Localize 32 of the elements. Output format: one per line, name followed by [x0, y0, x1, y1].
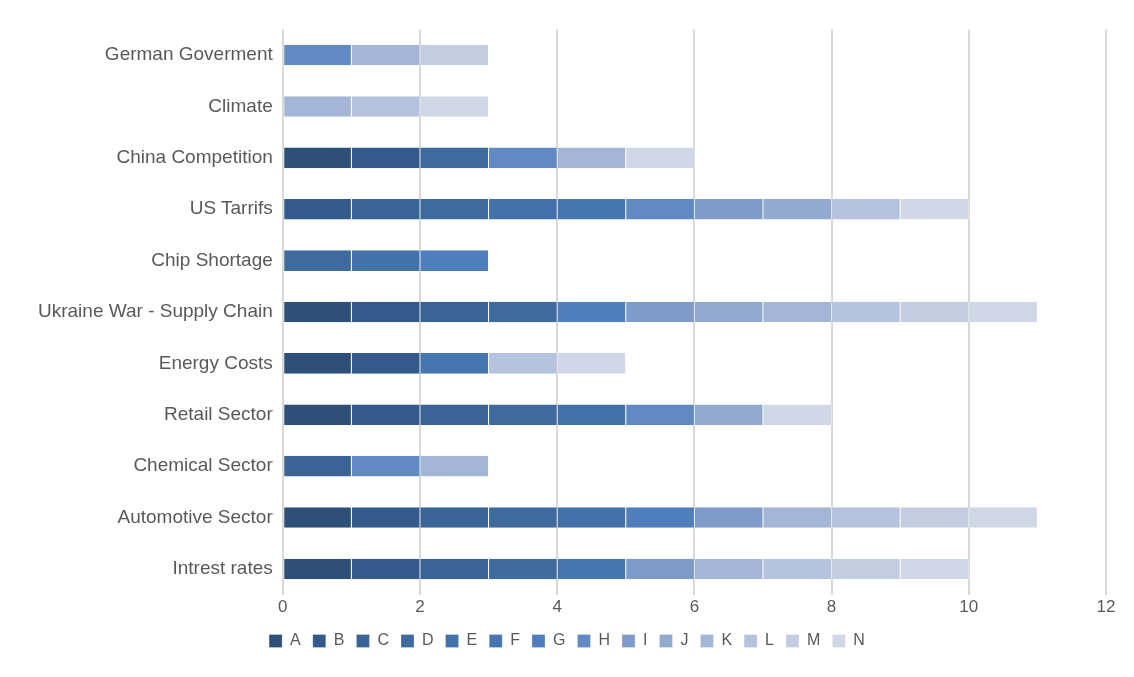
legend-label: H [598, 631, 611, 649]
x-tick-label: 10 [959, 597, 979, 617]
y-tick-label: US Tarrifs [189, 197, 273, 219]
y-tick-label: Retail Sector [163, 403, 274, 424]
y-tick-label: Ukraine War - Supply Chain [37, 300, 273, 322]
legend-label: L [765, 631, 775, 649]
x-tick-label: 0 [278, 597, 288, 617]
y-tick-label: Chemical Sector [133, 454, 274, 476]
y-tick-label: Intrest rates [172, 557, 273, 579]
legend-label: K [721, 631, 733, 649]
x-tick-label: 4 [552, 597, 562, 617]
x-tick-label: 2 [415, 597, 425, 617]
x-tick-label: 8 [826, 597, 837, 617]
legend-label: C [377, 631, 390, 649]
y-tick-label: Energy Costs [158, 351, 273, 373]
x-tick-label: 12 [1096, 597, 1116, 617]
y-tick-label: China Competition [116, 146, 273, 168]
legend-label: G [553, 631, 566, 649]
legend-label: A [290, 631, 302, 649]
y-tick-label: German Goverment [104, 43, 274, 65]
legend-label: E [466, 631, 478, 649]
y-tick-label: Climate [208, 94, 273, 116]
legend-label: M [807, 631, 821, 649]
y-tick-label: Automotive Sector [117, 505, 274, 527]
x-tick-label: 6 [689, 597, 700, 617]
legend-label: D [422, 631, 434, 649]
legend-label: F [510, 631, 521, 649]
legend-label: J [680, 631, 689, 649]
legend-label: I [643, 631, 648, 649]
y-tick-label: Chip Shortage [151, 248, 273, 270]
legend-label: N [853, 631, 865, 649]
legend-label: B [333, 631, 345, 649]
